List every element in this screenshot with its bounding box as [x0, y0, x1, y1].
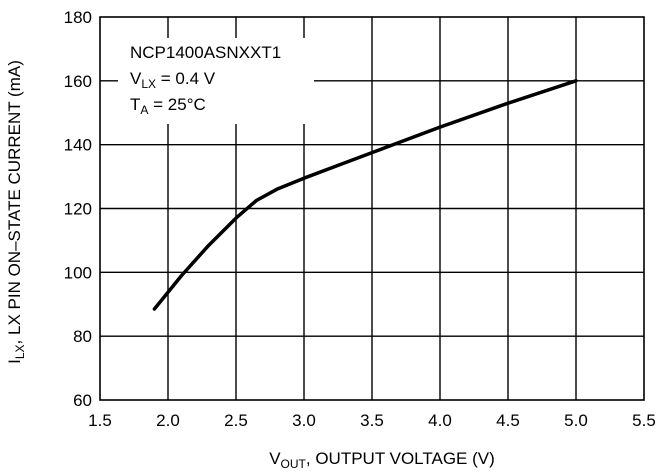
plot-frame	[99, 16, 645, 401]
x-tick-label: 5.5	[632, 411, 656, 430]
x-tick-label: 2.5	[224, 411, 248, 430]
x-tick-label: 2.0	[156, 411, 180, 430]
y-tick-label: 140	[64, 136, 92, 155]
x-tick-labels: 1.5 2.0 2.5 3.0 3.5 4.0 4.5 5.0 5.5	[88, 411, 656, 430]
annotation-vlx: VLX = 0.4 V	[130, 69, 216, 91]
x-tick-label: 3.5	[360, 411, 384, 430]
x-tick-label: 1.5	[88, 411, 112, 430]
x-tick-label: 4.0	[428, 411, 452, 430]
x-tick-label: 5.0	[564, 411, 588, 430]
annotation-background	[118, 38, 314, 124]
y-tick-label: 120	[64, 200, 92, 219]
y-tick-label: 160	[64, 72, 92, 91]
x-tick-label: 4.5	[496, 411, 520, 430]
annotation-part-number: NCP1400ASNXXT1	[130, 43, 281, 62]
y-tick-label: 80	[73, 327, 92, 346]
series-line	[152, 79, 578, 311]
annotation-temperature: TA = 25°C	[130, 95, 206, 117]
y-tick-labels: 60 80 100 120 140 160 180	[64, 8, 92, 410]
y-tick-label: 60	[73, 391, 92, 410]
x-tick-label: 3.0	[292, 411, 316, 430]
y-axis-title: ILX, LX PIN ON–STATE CURRENT (mA)	[5, 60, 27, 364]
x-axis-title: VOUT, OUTPUT VOLTAGE (V)	[269, 449, 495, 471]
y-tick-label: 100	[64, 263, 92, 282]
y-tick-label: 180	[64, 8, 92, 27]
